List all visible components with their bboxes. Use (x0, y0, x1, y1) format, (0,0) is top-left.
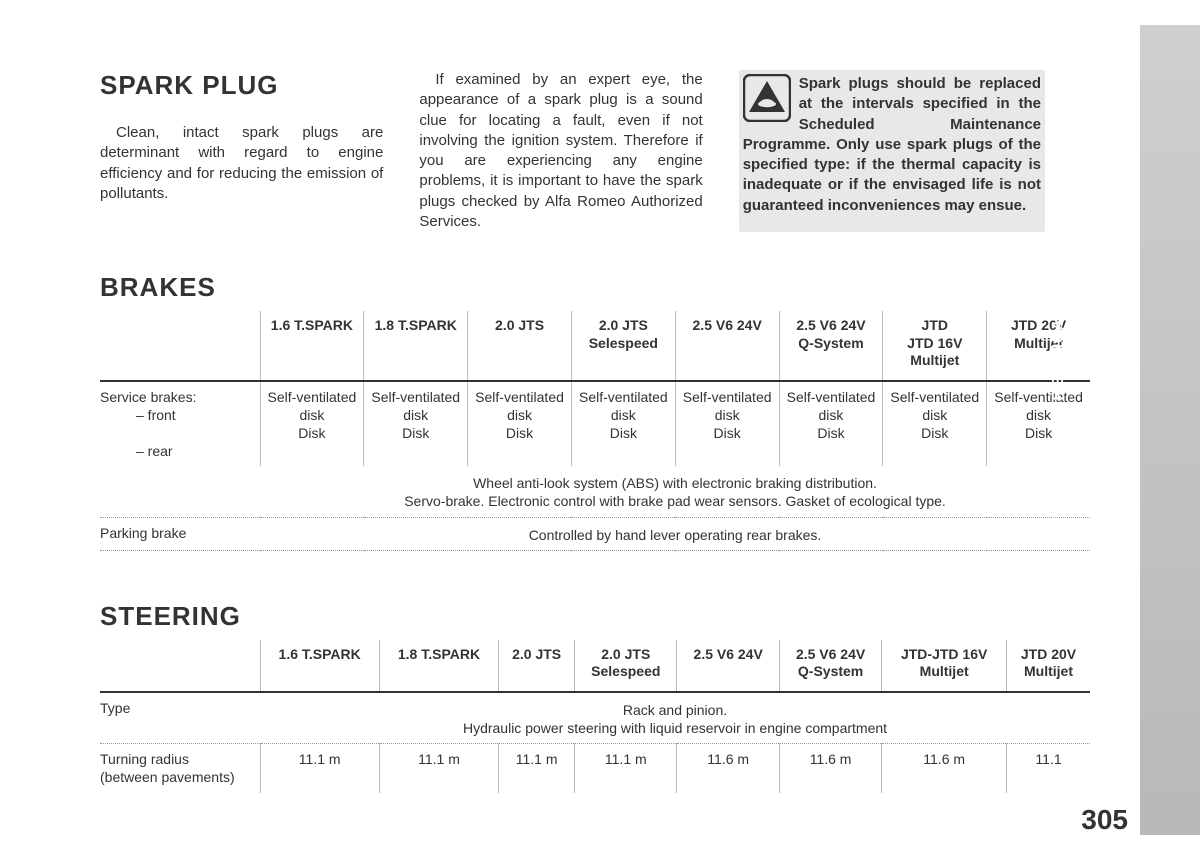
rv7: 11.1 (1007, 744, 1090, 793)
steering-heading: STEERING (100, 601, 1045, 632)
rv1: 11.1 m (379, 744, 498, 793)
rv6: 11.6 m (882, 744, 1007, 793)
bf4: Self-ventilated disk (683, 389, 772, 423)
bf0: Self-ventilated disk (268, 389, 357, 423)
rear-label: – rear (100, 443, 173, 459)
br0: Disk (298, 425, 325, 441)
steer-h0: 1.6 T.SPARK (260, 640, 379, 692)
br4: Disk (714, 425, 741, 441)
rv2: 11.1 m (499, 744, 575, 793)
parking-label: Parking brake (100, 517, 260, 550)
brakes-abs-row: Wheel anti-look system (ABS) with electr… (100, 466, 1090, 517)
warning-triangle-icon (743, 74, 791, 122)
brakes-parking-row: Parking brake Controlled by hand lever o… (100, 517, 1090, 550)
side-tab-label: TECHNICAL SPECIFICATIONS (1050, 265, 1068, 519)
steering-header-row: 1.6 T.SPARK 1.8 T.SPARK 2.0 JTS 2.0 JTS … (100, 640, 1090, 692)
steer-h3: 2.0 JTS Selespeed (575, 640, 677, 692)
brakes-front-row: Service brakes: – front – rear Self-vent… (100, 381, 1090, 467)
rv3: 11.1 m (575, 744, 677, 793)
brakes-h6: JTD JTD 16V Multijet (883, 311, 987, 381)
abs-text: Wheel anti-look system (ABS) with electr… (260, 466, 1090, 517)
spark-plug-para2: If examined by an expert eye, the appear… (419, 70, 702, 232)
spark-plug-heading: SPARK PLUG (100, 70, 383, 101)
brakes-h2: 2.0 JTS (468, 311, 572, 381)
page-content: SPARK PLUG Clean, intact spark plugs are… (0, 0, 1105, 793)
steer-h2: 2.0 JTS (499, 640, 575, 692)
br7: Disk (1025, 425, 1052, 441)
rv5: 11.6 m (779, 744, 881, 793)
br2: Disk (506, 425, 533, 441)
type-label: Type (100, 692, 260, 744)
bf6: Self-ventilated disk (890, 389, 979, 423)
brakes-h1: 1.8 T.SPARK (364, 311, 468, 381)
side-tab: TECHNICAL SPECIFICATIONS (1140, 25, 1200, 835)
brakes-header-row: 1.6 T.SPARK 1.8 T.SPARK 2.0 JTS 2.0 JTS … (100, 311, 1090, 381)
type-value: Rack and pinion. Hydraulic power steerin… (260, 692, 1090, 744)
bf5: Self-ventilated disk (787, 389, 876, 423)
br3: Disk (610, 425, 637, 441)
steering-radius-row: Turning radius (between pavements) 11.1 … (100, 744, 1090, 793)
col-left: SPARK PLUG Clean, intact spark plugs are… (100, 70, 383, 232)
brakes-h3: 2.0 JTS Selespeed (571, 311, 675, 381)
br5: Disk (817, 425, 844, 441)
front-label: – front (100, 407, 176, 423)
service-brakes-label: Service brakes: (100, 389, 196, 405)
bf2: Self-ventilated disk (475, 389, 564, 423)
page-number: 305 (1081, 804, 1128, 836)
steering-type-row: Type Rack and pinion. Hydraulic power st… (100, 692, 1090, 744)
steer-h6: JTD-JTD 16V Multijet (882, 640, 1007, 692)
steer-h5: 2.5 V6 24V Q-System (779, 640, 881, 692)
steer-h4: 2.5 V6 24V (677, 640, 779, 692)
brakes-h7: JTD 20V Multijet (987, 311, 1090, 381)
parking-value: Controlled by hand lever operating rear … (260, 517, 1090, 550)
br1: Disk (402, 425, 429, 441)
col-middle: If examined by an expert eye, the appear… (419, 70, 702, 232)
bf7: Self-ventilated disk (994, 389, 1083, 423)
rv0: 11.1 m (260, 744, 379, 793)
bf3: Self-ventilated disk (579, 389, 668, 423)
radius-label: Turning radius (between pavements) (100, 744, 260, 793)
spark-plug-section: SPARK PLUG Clean, intact spark plugs are… (100, 70, 1045, 232)
brakes-h5: 2.5 V6 24V Q-System (779, 311, 883, 381)
brakes-h0: 1.6 T.SPARK (260, 311, 364, 381)
spark-plug-para1: Clean, intact spark plugs are determinan… (100, 123, 383, 204)
brakes-heading: BRAKES (100, 272, 1045, 303)
rv4: 11.6 m (677, 744, 779, 793)
warning-box: Spark plugs should be replaced at the in… (739, 70, 1045, 232)
brakes-table: 1.6 T.SPARK 1.8 T.SPARK 2.0 JTS 2.0 JTS … (100, 311, 1090, 551)
steering-table: 1.6 T.SPARK 1.8 T.SPARK 2.0 JTS 2.0 JTS … (100, 640, 1090, 793)
bf1: Self-ventilated disk (371, 389, 460, 423)
brakes-h4: 2.5 V6 24V (675, 311, 779, 381)
steer-h1: 1.8 T.SPARK (379, 640, 498, 692)
steer-h7: JTD 20V Multijet (1007, 640, 1090, 692)
br6: Disk (921, 425, 948, 441)
